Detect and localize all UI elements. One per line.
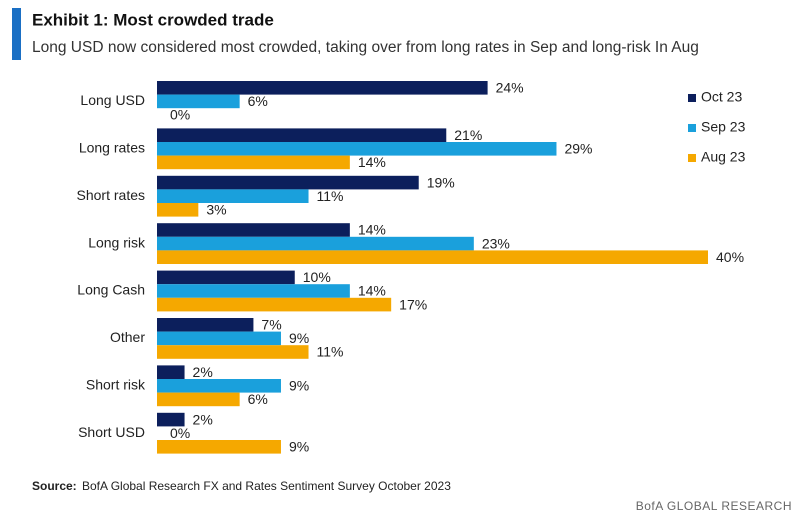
legend-swatch xyxy=(688,154,696,162)
bar xyxy=(157,236,474,251)
footer: BofA GLOBAL RESEARCH xyxy=(636,499,792,513)
bar xyxy=(157,203,199,217)
bar xyxy=(157,318,254,332)
value-label: 24% xyxy=(496,80,524,96)
source-text: BofA Global Research FX and Rates Sentim… xyxy=(82,479,451,493)
bar xyxy=(157,365,185,379)
value-label: 9% xyxy=(289,330,309,346)
value-label: 0% xyxy=(170,425,190,441)
category-label: Short rates xyxy=(77,187,145,203)
category-label: Long USD xyxy=(80,92,145,108)
bar xyxy=(157,412,185,427)
legend-swatch xyxy=(688,94,696,102)
value-label: 23% xyxy=(482,235,510,251)
bar xyxy=(157,223,350,237)
chart-title: Exhibit 1: Most crowded trade xyxy=(32,10,274,29)
bar xyxy=(157,142,557,156)
legend-label: Aug 23 xyxy=(701,149,746,165)
bar xyxy=(157,345,309,359)
value-label: 9% xyxy=(289,439,309,455)
value-label: 2% xyxy=(193,411,213,427)
bar xyxy=(157,155,350,170)
bar xyxy=(157,189,309,203)
value-label: 9% xyxy=(289,378,309,394)
source-label: Source: xyxy=(32,479,77,493)
category-label: Short USD xyxy=(78,424,145,440)
bar xyxy=(157,392,240,407)
value-label: 2% xyxy=(193,364,213,380)
category-label: Other xyxy=(110,329,145,345)
legend-label: Oct 23 xyxy=(701,89,742,105)
category-label: Long Cash xyxy=(77,282,145,298)
value-label: 10% xyxy=(303,269,331,285)
value-label: 6% xyxy=(248,93,268,109)
bar xyxy=(157,94,240,109)
value-label: 3% xyxy=(206,202,226,218)
bar xyxy=(157,379,281,393)
legend-swatch xyxy=(688,124,696,132)
bar xyxy=(157,270,295,285)
bar xyxy=(157,250,708,264)
value-label: 14% xyxy=(358,222,386,238)
bar xyxy=(157,297,392,312)
value-label: 14% xyxy=(358,283,386,299)
category-label: Long risk xyxy=(88,234,146,250)
value-label: 40% xyxy=(716,249,744,265)
category-label: Short risk xyxy=(86,377,146,393)
bar xyxy=(157,440,281,454)
legend-label: Sep 23 xyxy=(701,119,746,135)
title-accent xyxy=(12,8,21,60)
value-label: 11% xyxy=(317,344,344,360)
value-label: 6% xyxy=(248,391,268,407)
value-label: 11% xyxy=(317,188,344,204)
value-label: 14% xyxy=(358,154,386,170)
value-label: 29% xyxy=(564,141,592,157)
bar xyxy=(157,81,488,95)
chart-subtitle: Long USD now considered most crowded, ta… xyxy=(32,39,699,56)
value-label: 19% xyxy=(427,174,455,190)
bar xyxy=(157,331,281,346)
value-label: 21% xyxy=(454,127,482,143)
category-label: Long rates xyxy=(79,140,145,156)
bar xyxy=(157,284,350,298)
value-label: 7% xyxy=(261,317,281,333)
bar xyxy=(157,175,419,190)
value-label: 0% xyxy=(170,107,190,123)
value-label: 17% xyxy=(399,296,427,312)
bar xyxy=(157,128,447,142)
